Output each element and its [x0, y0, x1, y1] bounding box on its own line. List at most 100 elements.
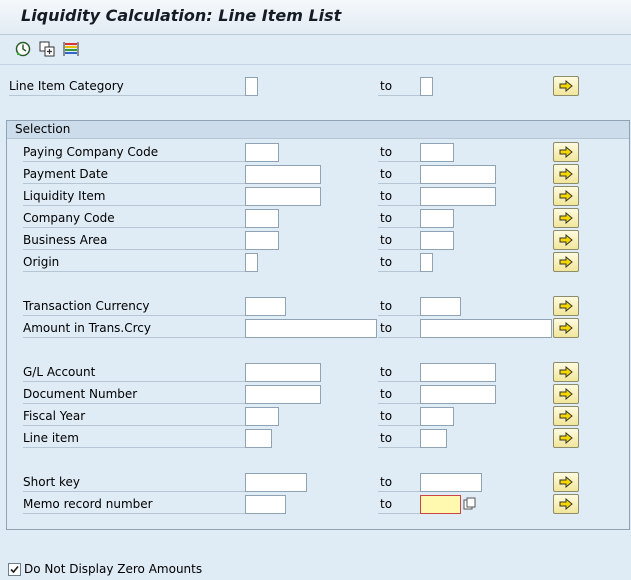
gl-account-to-input[interactable]	[420, 363, 496, 382]
to-label: to	[378, 187, 420, 206]
fiscal-year-from-input[interactable]	[245, 407, 279, 426]
multiple-selection-button[interactable]	[553, 230, 579, 250]
origin-from-input[interactable]	[245, 253, 258, 272]
arrow-right-icon	[559, 476, 573, 488]
line-item-from-input[interactable]	[245, 429, 272, 448]
to-label: to	[378, 319, 420, 338]
short-key-from-input[interactable]	[245, 473, 307, 492]
selection-group-header: Selection	[7, 121, 629, 139]
selection-row-label: Business Area	[23, 231, 245, 250]
copy-variant-icon[interactable]	[39, 41, 55, 57]
paying-company-code-to-input[interactable]	[420, 143, 454, 162]
zero-amounts-checkbox[interactable]	[8, 563, 21, 576]
multiple-selection-button[interactable]	[553, 384, 579, 404]
to-label: to	[378, 143, 420, 162]
to-label: to	[378, 209, 420, 228]
to-label: to	[378, 385, 420, 404]
to-label: to	[378, 407, 420, 426]
fiscal-year-to-input[interactable]	[420, 407, 454, 426]
liquidity-item-from-input[interactable]	[245, 187, 321, 206]
selection-row-label: Transaction Currency	[23, 297, 245, 316]
document-number-from-input[interactable]	[245, 385, 321, 404]
arrow-right-icon	[559, 212, 573, 224]
arrow-right-icon	[559, 300, 573, 312]
page-title: Liquidity Calculation: Line Item List	[21, 6, 342, 25]
multiple-selection-button[interactable]	[553, 472, 579, 492]
arrow-right-icon	[559, 168, 573, 180]
to-label: to	[378, 77, 420, 96]
line-item-category-label: Line Item Category	[9, 77, 245, 96]
arrow-right-icon	[559, 256, 573, 268]
multiple-selection-button[interactable]	[553, 76, 579, 96]
selection-row-label: Company Code	[23, 209, 245, 228]
selection-row-label: Origin	[23, 253, 245, 272]
to-label: to	[378, 363, 420, 382]
selection-row-label: Liquidity Item	[23, 187, 245, 206]
selection-row-label: Document Number	[23, 385, 245, 404]
multiple-selection-button[interactable]	[553, 494, 579, 514]
line-item-category-from-input[interactable]	[245, 77, 258, 96]
selection-row-label: Short key	[23, 473, 245, 492]
multiple-selection-button[interactable]	[553, 142, 579, 162]
to-label: to	[378, 297, 420, 316]
arrow-right-icon	[559, 410, 573, 422]
paying-company-code-from-input[interactable]	[245, 143, 279, 162]
to-label: to	[378, 165, 420, 184]
arrow-right-icon	[559, 432, 573, 444]
amount-trans-crcy-to-input[interactable]	[420, 319, 552, 338]
selection-row-label: Memo record number	[23, 495, 245, 514]
to-label: to	[378, 253, 420, 272]
multiple-selection-button[interactable]	[553, 208, 579, 228]
multiple-selection-button[interactable]	[553, 362, 579, 382]
selection-row-label: Paying Company Code	[23, 143, 245, 162]
payment-date-from-input[interactable]	[245, 165, 321, 184]
to-label: to	[378, 429, 420, 448]
application-toolbar	[0, 35, 631, 65]
transaction-currency-from-input[interactable]	[245, 297, 286, 316]
checkmark-icon	[10, 565, 19, 574]
payment-date-to-input[interactable]	[420, 165, 496, 184]
memo-record-number-from-input[interactable]	[245, 495, 286, 514]
value-help-icon[interactable]	[463, 497, 477, 511]
selection-row-label: Fiscal Year	[23, 407, 245, 426]
amount-trans-crcy-from-input[interactable]	[245, 319, 377, 338]
selection-row-label: Payment Date	[23, 165, 245, 184]
document-number-to-input[interactable]	[420, 385, 496, 404]
multiple-selection-button[interactable]	[553, 296, 579, 316]
multicolor-list-icon[interactable]	[63, 41, 79, 57]
arrow-right-icon	[559, 498, 573, 510]
to-label: to	[378, 473, 420, 492]
company-code-to-input[interactable]	[420, 209, 454, 228]
multiple-selection-button[interactable]	[553, 428, 579, 448]
arrow-right-icon	[559, 190, 573, 202]
business-area-to-input[interactable]	[420, 231, 454, 250]
arrow-right-icon	[559, 388, 573, 400]
to-label: to	[378, 231, 420, 250]
memo-record-number-to-input[interactable]	[420, 495, 461, 514]
selection-row-label: Line item	[23, 429, 245, 448]
selection-row-label: G/L Account	[23, 363, 245, 382]
selection-row-label: Amount in Trans.Crcy	[23, 319, 245, 338]
line-item-category-to-input[interactable]	[420, 77, 433, 96]
company-code-from-input[interactable]	[245, 209, 279, 228]
line-item-to-input[interactable]	[420, 429, 447, 448]
liquidity-item-to-input[interactable]	[420, 187, 496, 206]
multiple-selection-button[interactable]	[553, 318, 579, 338]
origin-to-input[interactable]	[420, 253, 433, 272]
arrow-right-icon	[559, 366, 573, 378]
gl-account-from-input[interactable]	[245, 363, 321, 382]
multiple-selection-button[interactable]	[553, 186, 579, 206]
transaction-currency-to-input[interactable]	[420, 297, 461, 316]
multiple-selection-button[interactable]	[553, 252, 579, 272]
multiple-selection-button[interactable]	[553, 164, 579, 184]
business-area-from-input[interactable]	[245, 231, 279, 250]
execute-icon[interactable]	[15, 41, 31, 57]
short-key-to-input[interactable]	[420, 473, 482, 492]
arrow-right-icon	[559, 234, 573, 246]
multiple-selection-button[interactable]	[553, 406, 579, 426]
arrow-right-icon	[559, 80, 573, 92]
to-label: to	[378, 495, 420, 514]
arrow-right-icon	[559, 322, 573, 334]
title-bar: Liquidity Calculation: Line Item List	[0, 0, 631, 35]
arrow-right-icon	[559, 146, 573, 158]
